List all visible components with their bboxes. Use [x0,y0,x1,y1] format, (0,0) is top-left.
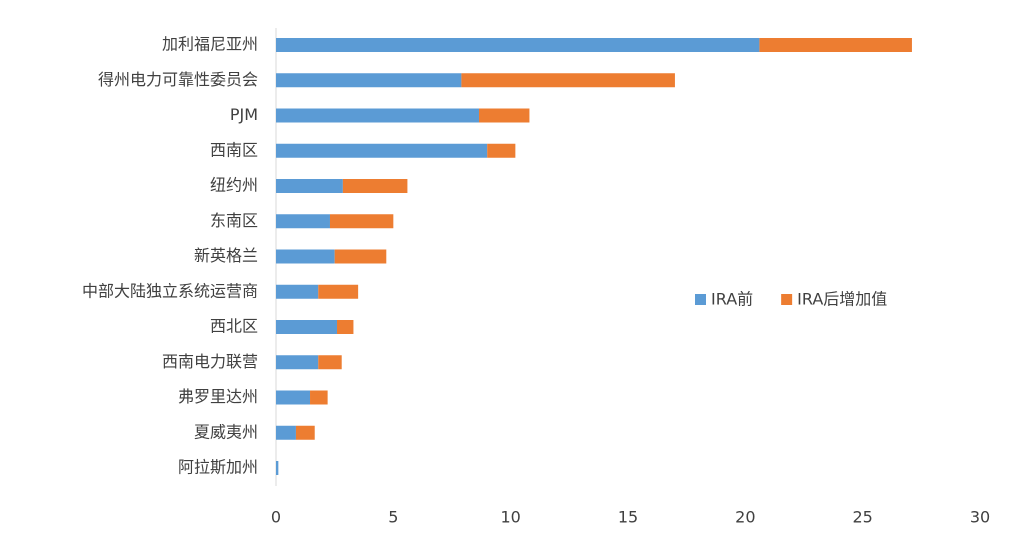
bar-segment [276,179,343,193]
y-tick-label: 加利福尼亚州 [162,35,258,54]
bar-segment [342,179,408,193]
bar-segment [276,390,311,405]
bar-segment [276,284,319,299]
bar-segment [759,38,912,52]
bar-segment [310,390,328,405]
x-tick-label: 10 [500,508,520,527]
x-tick-label: 0 [271,508,281,527]
x-tick-label: 20 [735,508,755,527]
x-tick-label: 5 [388,508,398,527]
bar-segment [295,425,315,440]
y-tick-label: 阿拉斯加州 [178,458,258,477]
bar-segment [276,73,462,88]
legend-label: IRA前 [711,290,753,309]
y-tick-label: 东南区 [210,211,258,230]
y-tick-label: 西南电力联营 [162,352,258,371]
bar-segment [276,249,335,264]
bar-segment [276,355,319,370]
x-tick-label: 30 [970,508,990,527]
y-tick-label: 西北区 [210,317,258,336]
bar-segment [276,320,338,334]
y-tick-label: 夏威夷州 [194,422,258,441]
bar-segment [318,284,359,299]
y-tick-label: 西南区 [210,140,258,159]
bar-segment [276,38,760,52]
bar-segment [337,320,354,334]
y-tick-label: 得州电力可靠性委员会 [98,70,258,89]
y-tick-label: 弗罗里达州 [178,387,258,406]
x-tick-label: 15 [618,508,638,527]
x-tick-label: 25 [852,508,872,527]
bar-segment [334,249,387,264]
y-tick-label: 纽约州 [210,176,258,195]
bar-segment [276,425,296,440]
bar-segment [318,355,342,370]
bar-segment [461,73,675,88]
y-tick-label: 新英格兰 [194,246,258,265]
y-tick-label: 中部大陆独立系统运营商 [82,281,258,300]
bar-segment [276,461,279,475]
bar-segment [276,214,330,229]
legend-swatch [781,294,793,305]
bar-segment [276,108,479,123]
bar-segment [276,143,488,158]
bar-segment [478,108,530,123]
y-tick-label: PJM [230,105,258,124]
bar-segment [329,214,394,229]
legend-swatch [695,294,706,305]
bar-segment [487,143,516,158]
legend-label: IRA后增加值 [797,290,887,309]
